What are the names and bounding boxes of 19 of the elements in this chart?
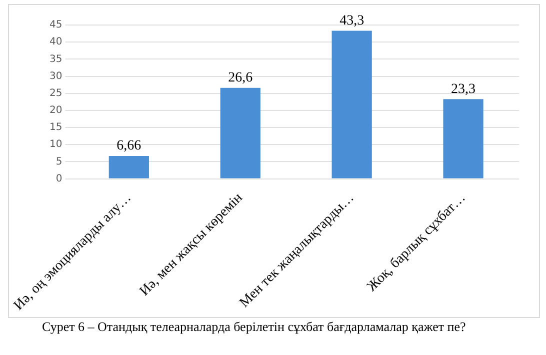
bar bbox=[108, 156, 149, 178]
bar bbox=[443, 99, 484, 178]
y-tick-label: 25 bbox=[49, 88, 62, 99]
y-tick-label: 5 bbox=[56, 156, 62, 168]
y-tick-label: 15 bbox=[49, 122, 62, 134]
y-tick-label: 10 bbox=[49, 139, 62, 150]
data-label: 43,3 bbox=[340, 13, 364, 28]
y-tick-label: 40 bbox=[49, 36, 62, 48]
data-label: 26,6 bbox=[228, 70, 253, 86]
y-tick-label: 0 bbox=[56, 173, 62, 184]
y-tick-label: 35 bbox=[49, 54, 62, 65]
y-tick-label: 30 bbox=[49, 70, 62, 82]
data-label: 6,66 bbox=[116, 138, 142, 154]
data-label: 23,3 bbox=[451, 82, 476, 97]
bar bbox=[332, 30, 372, 178]
y-tick-label: 45 bbox=[49, 20, 62, 31]
y-tick-label: 20 bbox=[49, 105, 62, 116]
bar bbox=[220, 88, 260, 178]
text: Сурет 6 – Отандық телеарналарда берілетін сұхбат бағдарламалар қажет пе? bbox=[41, 318, 467, 335]
